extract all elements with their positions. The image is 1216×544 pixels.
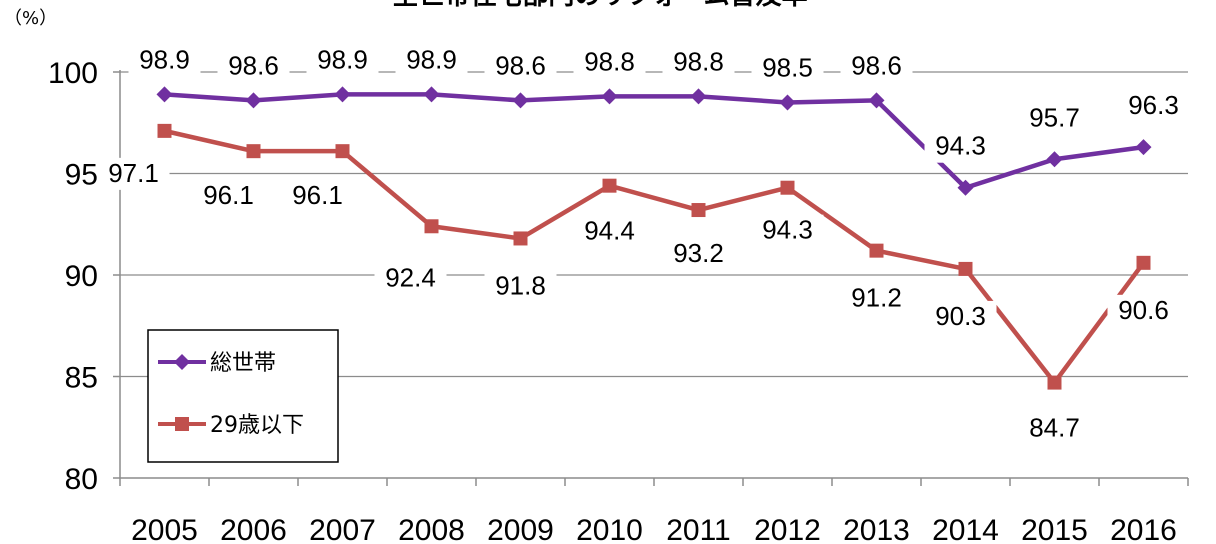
x-tick-label: 2005 xyxy=(131,514,198,544)
data-label: 98.6 xyxy=(495,50,546,80)
data-point-diamond xyxy=(1046,151,1063,168)
data-label-bg xyxy=(281,180,354,213)
data-label: 98.8 xyxy=(584,46,635,76)
y-tick-label: 95 xyxy=(65,159,98,192)
data-label: 94.4 xyxy=(584,216,635,246)
series-line xyxy=(164,92,1144,190)
data-label: 91.8 xyxy=(495,270,546,300)
data-label-bg xyxy=(840,50,913,83)
data-label-bg xyxy=(306,44,379,77)
data-label-bg xyxy=(751,214,824,247)
data-point-diamond xyxy=(245,92,262,109)
data-label: 92.4 xyxy=(385,262,436,292)
data-label: 97.1 xyxy=(108,158,159,188)
data-label: 98.9 xyxy=(139,44,190,74)
data-label: 90.3 xyxy=(935,301,986,331)
data-point-diamond xyxy=(868,92,885,109)
x-tick-label: 2007 xyxy=(309,514,376,544)
data-label: 98.6 xyxy=(851,50,902,80)
data-label: 94.3 xyxy=(935,131,986,161)
y-axis-unit: （%） xyxy=(4,8,57,29)
data-label: 94.3 xyxy=(762,215,813,245)
data-label-bg xyxy=(1018,412,1091,445)
data-label-bg xyxy=(484,270,557,303)
x-tick-label: 2008 xyxy=(398,514,465,544)
data-label-bg xyxy=(395,44,468,77)
data-label-bg xyxy=(924,300,997,333)
x-tick-label: 2014 xyxy=(932,514,999,544)
data-point-diamond xyxy=(601,88,618,105)
data-label-bg xyxy=(573,215,646,248)
y-tick-label: 80 xyxy=(65,463,98,496)
data-point-square xyxy=(335,144,350,159)
legend-label: 総世帯 xyxy=(210,351,276,376)
x-tick-label: 2012 xyxy=(754,514,821,544)
data-label: 98.6 xyxy=(228,50,279,80)
data-label-bg xyxy=(1117,90,1190,123)
data-label: 96.1 xyxy=(292,180,343,210)
data-label-bg xyxy=(573,46,646,79)
data-label-bg xyxy=(128,44,201,77)
data-label-bg xyxy=(924,130,997,163)
data-point-square xyxy=(157,123,172,138)
data-label-bg xyxy=(217,50,290,83)
legend-box xyxy=(147,329,339,463)
data-label: 93.2 xyxy=(673,238,724,268)
data-point-diamond xyxy=(957,179,974,196)
chart-title: 全世帯住宅部門のリフォーム普及率 xyxy=(391,0,807,11)
data-label: 96.1 xyxy=(203,180,254,210)
data-point-diamond xyxy=(174,354,190,370)
data-point-diamond xyxy=(423,86,440,103)
data-label-bg xyxy=(97,157,170,190)
data-point-diamond xyxy=(1135,139,1152,156)
y-tick-label: 85 xyxy=(65,362,98,395)
x-tick-label: 2011 xyxy=(666,514,731,544)
data-label: 90.6 xyxy=(1118,295,1169,325)
data-label: 98.9 xyxy=(317,44,368,74)
data-label-bg xyxy=(374,262,447,295)
data-point-square xyxy=(691,203,706,218)
data-point-diamond xyxy=(779,94,796,111)
x-tick-label: 2015 xyxy=(1021,514,1088,544)
data-label-bg xyxy=(662,238,735,271)
data-label: 91.2 xyxy=(851,283,902,313)
data-label-bg xyxy=(662,46,735,79)
data-point-square xyxy=(513,231,528,246)
data-point-square xyxy=(246,144,261,159)
data-label-bg xyxy=(751,52,824,85)
data-label-bg xyxy=(484,50,557,83)
x-tick-label: 2006 xyxy=(220,514,287,544)
data-point-square xyxy=(175,417,189,431)
y-tick-label: 100 xyxy=(48,57,98,90)
legend-label: 29歳以下 xyxy=(210,413,304,438)
x-tick-label: 2009 xyxy=(487,514,554,544)
data-point-diamond xyxy=(156,86,173,103)
data-label: 84.7 xyxy=(1029,413,1080,443)
data-point-square xyxy=(958,261,973,276)
data-point-square xyxy=(869,243,884,258)
data-point-diamond xyxy=(334,86,351,103)
data-label-bg xyxy=(192,180,265,213)
data-label-bg xyxy=(840,282,913,315)
x-tick-label: 2013 xyxy=(843,514,910,544)
data-label: 98.8 xyxy=(673,46,724,76)
y-tick-label: 90 xyxy=(65,260,98,293)
data-label: 95.7 xyxy=(1029,102,1080,132)
data-label: 96.3 xyxy=(1128,90,1179,120)
data-point-square xyxy=(424,219,439,234)
x-tick-label: 2010 xyxy=(576,514,643,544)
data-point-square xyxy=(1136,255,1151,270)
data-label: 98.5 xyxy=(762,52,813,82)
data-point-square xyxy=(1047,375,1062,390)
data-label-bg xyxy=(1107,294,1180,327)
data-point-square xyxy=(602,178,617,193)
data-point-diamond xyxy=(690,88,707,105)
data-point-square xyxy=(780,180,795,195)
data-point-diamond xyxy=(512,92,529,109)
data-label: 98.9 xyxy=(406,44,457,74)
x-tick-label: 2016 xyxy=(1110,514,1177,544)
series-line xyxy=(163,128,1146,385)
data-label-bg xyxy=(1018,102,1091,135)
